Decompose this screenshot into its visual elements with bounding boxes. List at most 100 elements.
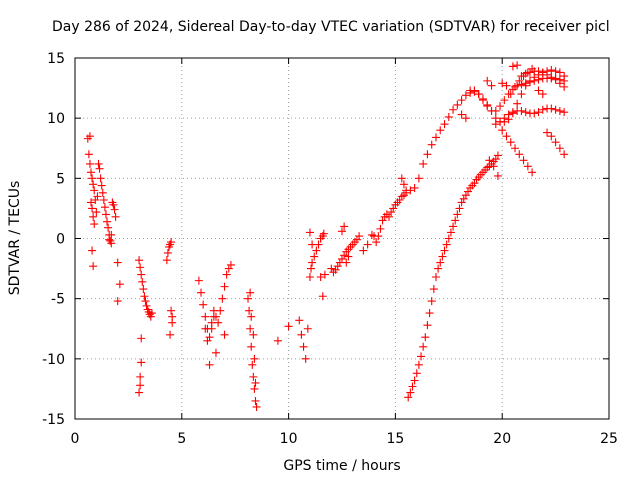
data-point [547, 73, 556, 82]
data-point [216, 306, 225, 315]
data-point [92, 208, 101, 217]
data-point [436, 258, 445, 267]
data-point [543, 128, 552, 137]
data-point [444, 112, 453, 121]
data-point [493, 171, 502, 180]
data-point [543, 70, 552, 79]
data-point [530, 76, 539, 85]
data-point [167, 306, 176, 315]
data-point [538, 105, 547, 114]
data-point [342, 258, 351, 267]
data-point [305, 273, 314, 282]
data-point [451, 216, 460, 225]
data-point [560, 150, 569, 159]
data-point [555, 79, 564, 88]
data-point [555, 106, 564, 115]
data-point [461, 91, 470, 100]
y-tick-label: -5 [51, 292, 65, 308]
data-point [500, 114, 509, 123]
data-point [455, 204, 464, 213]
data-point [404, 393, 413, 402]
data-point [496, 102, 505, 111]
data-point [547, 132, 556, 141]
data-point [318, 292, 327, 301]
data-point [508, 108, 517, 117]
data-point [517, 90, 526, 99]
data-point [320, 270, 329, 279]
x-tick-label: 20 [493, 431, 511, 447]
x-tick-label: 25 [600, 431, 618, 447]
data-point [508, 62, 517, 71]
data-point [137, 358, 146, 367]
data-point [491, 106, 500, 115]
data-point [423, 150, 432, 159]
data-point [551, 138, 560, 147]
data-point [521, 79, 530, 88]
data-point [245, 306, 254, 315]
data-point [534, 108, 543, 117]
data-point [555, 68, 564, 77]
data-point [136, 372, 145, 381]
data-point [513, 99, 522, 108]
data-point [284, 322, 293, 331]
data-point [301, 354, 310, 363]
data-point [359, 246, 368, 255]
data-point [534, 75, 543, 84]
data-point [97, 181, 106, 190]
data-point [100, 203, 109, 212]
y-axis-label: SDTVAR / TECUs [7, 181, 23, 296]
data-point [310, 252, 319, 261]
data-point [87, 198, 96, 207]
data-point [338, 227, 346, 236]
data-point [389, 204, 398, 213]
data-point [251, 378, 260, 387]
x-tick-label: 5 [177, 431, 186, 447]
data-point [141, 297, 150, 306]
data-point [438, 252, 447, 261]
y-tick-label: 10 [47, 111, 65, 127]
data-point [205, 333, 214, 342]
data-point [89, 180, 98, 189]
data-point [303, 324, 312, 333]
data-point [474, 90, 483, 99]
data-point [498, 126, 507, 135]
data-point [423, 321, 432, 330]
data-point [502, 81, 511, 90]
data-point [487, 81, 496, 90]
data-point [307, 264, 316, 273]
data-point [88, 246, 97, 255]
data-point [166, 330, 175, 339]
data-point [461, 114, 470, 123]
data-point [226, 260, 235, 269]
data-point [250, 384, 259, 393]
data-point [85, 132, 94, 141]
data-point [146, 312, 155, 321]
data-point [410, 183, 419, 192]
data-point [464, 187, 473, 196]
data-point [530, 109, 539, 118]
data-point [493, 151, 502, 160]
data-point [444, 234, 453, 243]
data-point [211, 348, 220, 357]
data-point [397, 192, 406, 201]
data-point [104, 223, 113, 232]
data-point [534, 67, 543, 76]
data-point [111, 212, 120, 221]
data-point [440, 120, 449, 129]
data-point [87, 168, 96, 177]
data-point [252, 402, 261, 411]
data-point [205, 360, 214, 369]
axis-ticks: 0 5 10 15 20 25 -15 -10 -5 0 5 10 15 [42, 51, 618, 447]
data-point [397, 174, 406, 183]
data-point [446, 228, 455, 237]
data-point [547, 104, 556, 113]
data-point [498, 79, 507, 88]
data-point [517, 106, 526, 115]
data-point [135, 388, 144, 397]
data-point [496, 117, 505, 126]
data-point [459, 194, 468, 203]
data-point [525, 78, 534, 87]
data-point [431, 133, 440, 142]
data-point [194, 276, 203, 285]
data-point [247, 312, 256, 321]
